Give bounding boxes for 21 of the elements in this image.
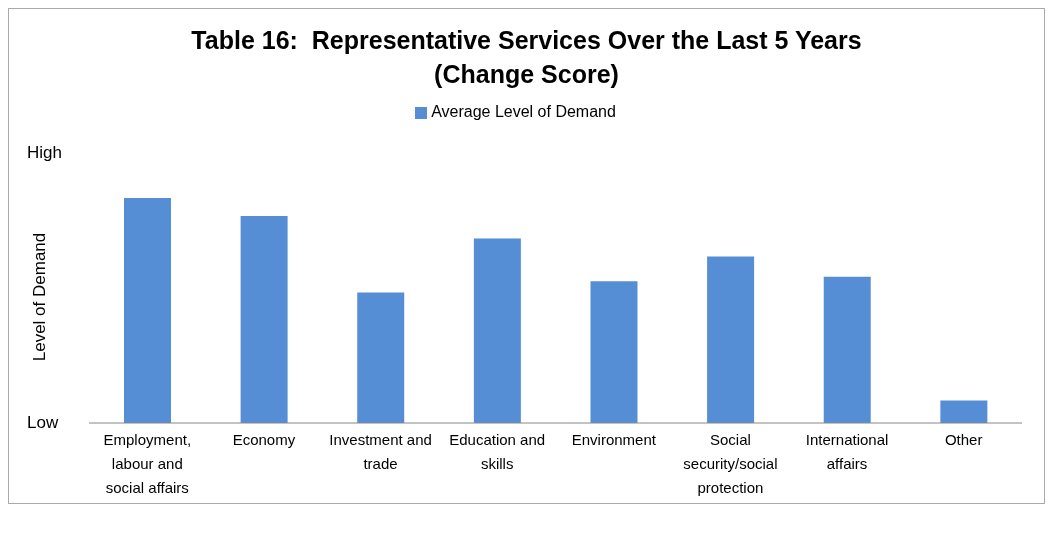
x-tick-label: Economy	[232, 431, 296, 448]
bar	[473, 238, 521, 423]
x-tick-label: Education and skills	[449, 431, 546, 472]
bar	[823, 276, 871, 423]
bar	[707, 256, 755, 423]
x-tick-label: Investment and trade	[329, 431, 432, 472]
text: High	[27, 143, 62, 163]
x-tick-label: Employment, labour and social affairs	[103, 431, 192, 496]
x-tick-label: Environment	[571, 431, 657, 448]
x-tick-label: Other	[944, 431, 983, 448]
x-tick-label: Social security/social protection	[683, 431, 778, 496]
bar	[240, 216, 288, 423]
bar	[590, 281, 638, 423]
text: Low	[27, 413, 59, 433]
bar	[123, 198, 171, 423]
y-axis-title: Level of Demand	[30, 232, 50, 362]
legend-label: Average Level of Demand	[431, 103, 616, 120]
x-tick-label: International affairs	[805, 431, 889, 472]
bar	[357, 292, 405, 423]
bar	[940, 400, 988, 423]
chart-title: Table 16: Representative Services Over the Last 5 Years (Change Score)	[190, 25, 863, 90]
